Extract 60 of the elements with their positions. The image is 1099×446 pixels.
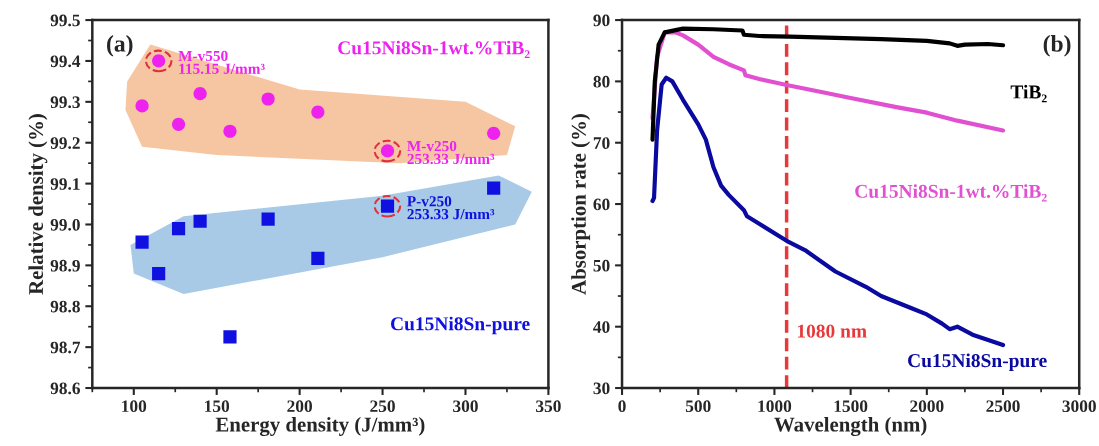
x-tick-label: 350 — [536, 400, 561, 413]
x-tick-label: 2500 — [986, 400, 1020, 413]
point — [193, 214, 207, 228]
text: Cu15Ni8Sn-1wt.%TiB₂ — [855, 184, 1047, 202]
point — [487, 181, 501, 195]
y-tick-label: 99.5 — [50, 14, 80, 27]
y-tick-label: 98.9 — [50, 259, 80, 272]
annotation: M-v250 253.33 J/mm³ — [407, 140, 495, 165]
x-tick-label: 1500 — [834, 400, 868, 413]
y-tick-label: 98.8 — [50, 300, 80, 313]
series-label: Cu15Ni8Sn-pure — [908, 353, 1047, 372]
x-tick-label: 3000 — [1062, 400, 1096, 413]
x-tick-label: 300 — [453, 400, 478, 413]
x-tick-label: 500 — [685, 400, 711, 413]
point — [152, 266, 166, 281]
x-tick-label: 200 — [287, 400, 312, 413]
y-tick-label: 60 — [593, 198, 610, 211]
y-tick-label: 98.6 — [50, 382, 80, 395]
x-tick-label: 1000 — [758, 400, 792, 413]
y-tick-label: 50 — [593, 259, 610, 272]
text: TiB₂ — [1010, 84, 1047, 103]
annotation: (a) — [107, 35, 133, 57]
y-tick-label: 99.2 — [50, 137, 80, 149]
point — [171, 221, 186, 236]
annotation: P-v250 253.33 J/mm³ — [407, 196, 495, 220]
annotation: M-v550 115.15 J/mm³ — [178, 50, 265, 74]
y-tick-label: 90 — [593, 14, 610, 27]
point — [311, 105, 325, 119]
y-tick-label: 98.7 — [50, 341, 81, 354]
y-tick-label: 80 — [593, 75, 610, 88]
point — [171, 117, 186, 131]
y-axis-title: Relative density (%) — [28, 114, 48, 295]
point — [223, 330, 237, 344]
point — [487, 126, 501, 140]
y-tick-label: 40 — [593, 321, 610, 333]
text: Cu15Ni8Sn-pure — [390, 316, 530, 335]
ref-line-label: 1080 nm — [797, 324, 867, 338]
x-tick-label: 100 — [122, 400, 147, 413]
annotation: (b) — [1043, 35, 1071, 57]
point — [261, 92, 275, 106]
y-tick-label: 99.3 — [50, 96, 80, 109]
x-tick-label: 250 — [370, 400, 395, 413]
x-tick-label: 0 — [618, 400, 626, 413]
point — [193, 87, 207, 101]
point — [135, 99, 149, 113]
y-tick-label: 30 — [593, 382, 610, 395]
y-tick-label: 99.1 — [50, 178, 80, 190]
x-tick-label: 150 — [205, 400, 230, 413]
y-tick-label: 99.4 — [50, 55, 81, 68]
x-tick-label: 2000 — [910, 400, 944, 413]
x-axis-title: Wavelength (nm) — [774, 416, 927, 437]
x-axis-title: Energy density (J/mm³) — [215, 416, 425, 437]
point — [135, 235, 149, 249]
y-axis-title: Absorption rate (%) — [571, 114, 591, 295]
y-tick-label: 70 — [593, 137, 610, 149]
point — [223, 124, 237, 138]
y-tick-label: 99.0 — [50, 218, 80, 231]
point — [261, 212, 275, 226]
text: Cu15Ni8Sn-1wt.%TiB₂ — [338, 40, 530, 59]
point — [311, 251, 325, 266]
